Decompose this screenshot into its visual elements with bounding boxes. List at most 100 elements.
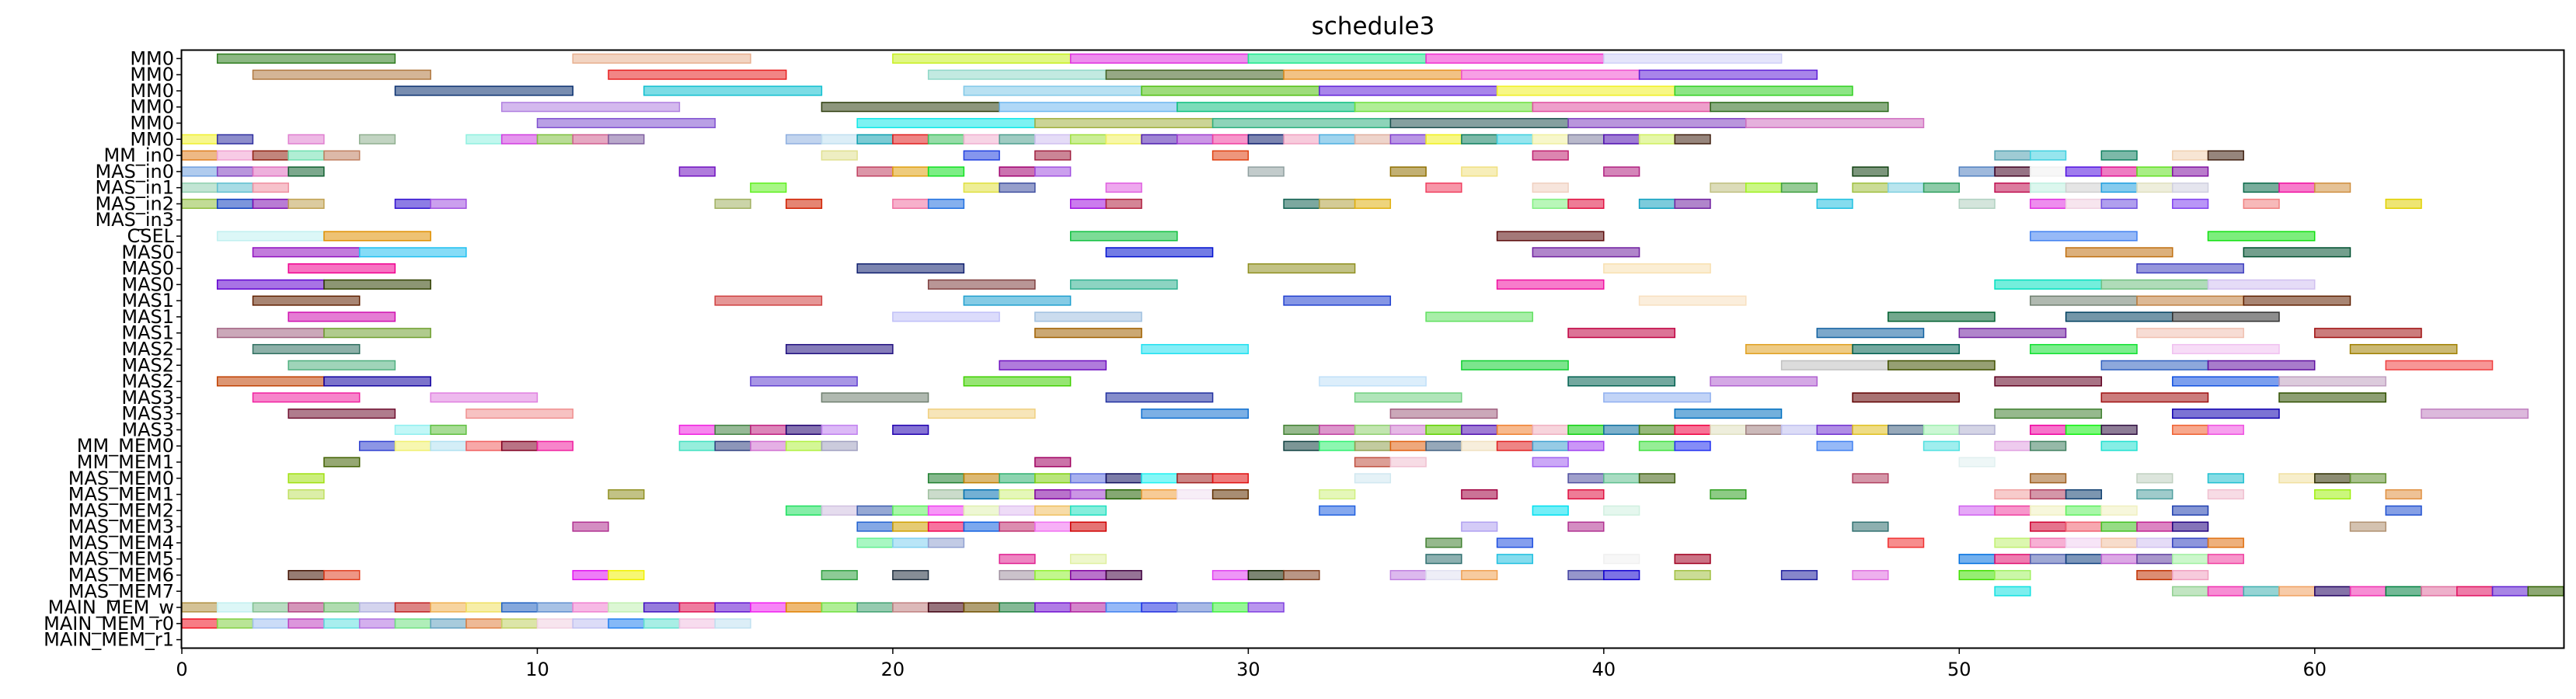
task-bar [2172,376,2280,387]
task-bar [1425,424,1462,435]
task-bar [1710,424,1747,435]
task-bar [1105,473,1142,484]
x-tick-label: 10 [525,659,549,680]
task-bar [963,505,1000,516]
task-bar [927,69,1107,80]
task-bar [1247,602,1285,613]
task-bar [2100,521,2138,532]
row-label: MAS_MEM3 [68,516,174,537]
row-label: MAS_MEM7 [68,580,174,602]
task-bar [252,150,289,161]
task-bar [1283,198,1320,209]
task-bar [430,392,539,403]
task-bar [2172,311,2280,322]
task-bar [2100,440,2138,451]
task-bar [1425,311,1534,322]
task-bar [2207,554,2244,565]
task-bar [2030,440,2067,451]
task-bar [1319,376,1427,387]
task-bar [252,343,361,355]
task-bar [323,150,361,161]
task-bar [572,569,609,581]
row-label: MAS2 [121,370,174,392]
task-bar [1461,134,1498,144]
task-bar [1034,489,1072,500]
task-bar [1922,183,1961,193]
row-label: MM_MEM0 [77,435,174,457]
row-label: MM_MEM1 [77,451,174,473]
task-bar [1461,569,1498,581]
task-bar [892,424,929,435]
task-bar [963,295,1072,306]
task-bar [2136,489,2173,500]
task-bar [1105,198,1142,209]
task-bar [856,263,965,274]
task-bar [2207,537,2244,548]
task-bar [1532,198,1569,209]
task-bar [999,102,1178,113]
task-bar [999,489,1036,500]
task-bar [1958,569,1996,581]
task-bar [1389,569,1427,581]
row-label: MAS0 [121,258,174,280]
task-bar [999,166,1036,177]
task-bar [608,569,645,581]
row-label: MAS_in0 [95,161,174,183]
task-bar [963,376,1072,387]
task-bar [1034,117,1214,129]
task-bar [856,537,894,548]
task-bar [2136,166,2173,177]
task-bar [1461,489,1498,500]
task-bar [999,602,1036,613]
task-bar [2136,295,2244,306]
task-bar [927,602,965,613]
task-bar [1603,166,1640,177]
task-bar [2172,424,2209,435]
task-bar [1461,360,1569,370]
task-bar [1958,505,1996,516]
task-bar [678,424,716,435]
task-bar [1532,457,1569,468]
task-bar [1283,440,1320,451]
task-bar [714,198,751,209]
task-bar [1710,102,1889,113]
task-bar [1816,328,1925,339]
task-bar [1389,409,1498,419]
task-bar [252,166,289,177]
task-bar [1603,134,1640,144]
task-bar [1283,424,1320,435]
task-bar [1532,505,1569,516]
task-bar [2100,554,2138,565]
task-bar [2456,586,2494,596]
task-bar [1354,457,1392,468]
task-bar [892,311,1000,322]
row-label: MAIN_MEM_r0 [44,613,174,635]
task-bar [927,198,965,209]
task-bar [1034,134,1072,144]
task-bar [1532,183,1569,193]
task-bar [963,602,1000,613]
task-bar [1780,360,1889,370]
task-bar [2278,586,2316,596]
task-bar [1852,424,1889,435]
task-bar [2278,183,2316,193]
task-bar [2136,263,2244,274]
task-bar [358,602,396,613]
task-bar [643,85,823,96]
task-bar [323,457,361,468]
task-bar [216,134,254,144]
task-bar [1674,554,1711,565]
task-bar [1638,134,1676,144]
task-bar [358,440,396,451]
task-bar [2243,586,2280,596]
task-bar [2385,586,2422,596]
task-bar [2278,473,2316,484]
task-bar [1674,424,1711,435]
task-bar [1567,424,1605,435]
task-bar [1603,569,1640,581]
task-bar [821,102,1000,113]
task-bar [1034,150,1072,161]
task-bar [1211,117,1392,129]
task-bar [1141,489,1178,500]
task-bar [2136,183,2173,193]
